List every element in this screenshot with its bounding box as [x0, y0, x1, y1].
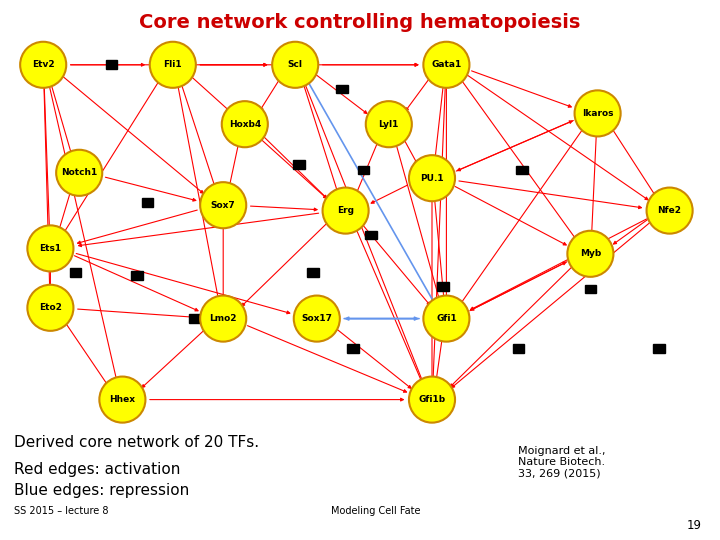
Text: Ets1: Ets1	[40, 244, 61, 253]
Ellipse shape	[56, 150, 102, 196]
Text: PU.1: PU.1	[420, 174, 444, 183]
Text: Lmo2: Lmo2	[210, 314, 237, 323]
Bar	[516, 166, 528, 174]
Text: Gata1: Gata1	[431, 60, 462, 69]
Text: Core network controlling hematopoiesis: Core network controlling hematopoiesis	[139, 14, 581, 32]
Ellipse shape	[27, 225, 73, 272]
Ellipse shape	[27, 285, 73, 331]
Bar	[106, 60, 117, 69]
Text: Sox7: Sox7	[211, 201, 235, 210]
Text: Etv2: Etv2	[32, 60, 55, 69]
Text: Myb: Myb	[580, 249, 601, 258]
Ellipse shape	[222, 101, 268, 147]
Text: Modeling Cell Fate: Modeling Cell Fate	[331, 505, 420, 516]
Text: SS 2015 – lecture 8: SS 2015 – lecture 8	[14, 505, 109, 516]
Bar	[131, 271, 143, 280]
Text: Scl: Scl	[288, 60, 302, 69]
Ellipse shape	[200, 182, 246, 228]
Ellipse shape	[409, 155, 455, 201]
Bar	[307, 268, 319, 277]
Text: Eto2: Eto2	[39, 303, 62, 312]
Text: Fli1: Fli1	[163, 60, 182, 69]
Bar	[358, 166, 369, 174]
Ellipse shape	[423, 295, 469, 342]
Bar	[336, 85, 348, 93]
Bar	[365, 231, 377, 239]
Text: Moignard et al.,
Nature Biotech.
33, 269 (2015): Moignard et al., Nature Biotech. 33, 269…	[518, 446, 606, 478]
Text: Ikaros: Ikaros	[582, 109, 613, 118]
Ellipse shape	[409, 376, 455, 423]
Ellipse shape	[575, 90, 621, 137]
Bar	[513, 344, 524, 353]
Text: Red edges: activation: Red edges: activation	[14, 462, 181, 477]
Bar	[437, 282, 449, 291]
Text: Gfi1b: Gfi1b	[418, 395, 446, 404]
Bar	[653, 344, 665, 353]
Ellipse shape	[423, 42, 469, 88]
Ellipse shape	[567, 231, 613, 277]
Bar	[189, 314, 200, 323]
Ellipse shape	[150, 42, 196, 88]
Text: Sox17: Sox17	[301, 314, 333, 323]
Bar	[430, 382, 441, 390]
Ellipse shape	[272, 42, 318, 88]
Bar	[293, 160, 305, 169]
Text: Erg: Erg	[337, 206, 354, 215]
Ellipse shape	[200, 295, 246, 342]
Text: Gfi1: Gfi1	[436, 314, 456, 323]
Ellipse shape	[20, 42, 66, 88]
Ellipse shape	[294, 295, 340, 342]
Bar	[585, 285, 596, 293]
Text: Nfe2: Nfe2	[657, 206, 682, 215]
Text: Notch1: Notch1	[61, 168, 97, 177]
Ellipse shape	[99, 376, 145, 423]
Text: Lyl1: Lyl1	[379, 120, 399, 129]
Bar	[142, 198, 153, 207]
Text: Hhex: Hhex	[109, 395, 135, 404]
Text: Blue edges: repression: Blue edges: repression	[14, 483, 189, 498]
Ellipse shape	[323, 187, 369, 234]
Ellipse shape	[647, 187, 693, 234]
Bar	[70, 268, 81, 277]
Ellipse shape	[366, 101, 412, 147]
Bar	[347, 344, 359, 353]
Text: Hoxb4: Hoxb4	[229, 120, 261, 129]
Text: Derived core network of 20 TFs.: Derived core network of 20 TFs.	[14, 435, 259, 450]
Text: 19: 19	[687, 519, 702, 532]
